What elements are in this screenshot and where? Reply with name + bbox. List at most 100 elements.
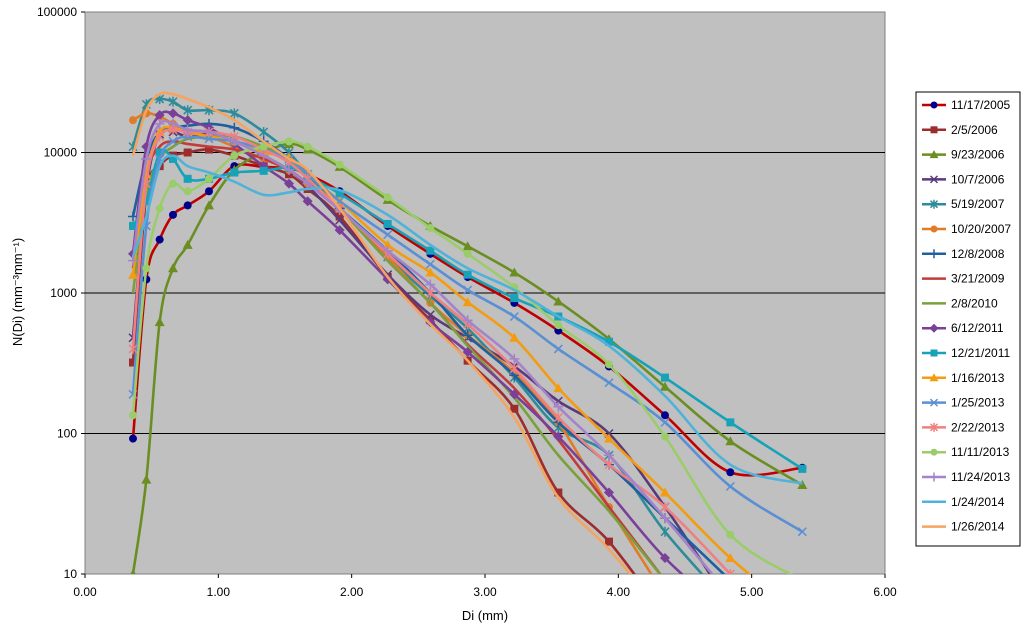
y-axis-label: N(Di) (mm⁻³mm⁻¹) (10, 238, 25, 346)
y-axis: 10 100 1000 10000 100000 (37, 5, 85, 581)
data-point (725, 481, 735, 491)
legend-label: 6/12/2011 (951, 321, 1004, 335)
legend-label: 1/26/2014 (951, 520, 1005, 534)
data-point (509, 312, 519, 322)
y-tick-label: 100 (57, 427, 77, 441)
data-point (929, 472, 939, 482)
legend-item: 11/24/2013 (922, 470, 1010, 484)
data-point (661, 373, 669, 382)
data-point (141, 153, 152, 164)
data-point (661, 432, 669, 441)
data-point (660, 381, 670, 391)
data-point (660, 417, 670, 427)
legend-label: 10/20/2007 (951, 222, 1011, 236)
data-point (284, 165, 294, 176)
data-point (661, 592, 669, 600)
data-point (204, 126, 214, 137)
series-1-26-2014 (131, 91, 632, 574)
series-line (131, 154, 803, 485)
data-point (183, 105, 193, 116)
data-point (604, 378, 614, 388)
data-point (660, 513, 670, 524)
data-point (661, 612, 669, 620)
legend-item: 12/8/2008 (922, 247, 1005, 261)
data-point (797, 479, 808, 489)
data-point (463, 270, 472, 279)
data-point (463, 249, 472, 258)
data-point (605, 537, 613, 546)
data-point (142, 264, 151, 273)
data-point (204, 134, 214, 144)
data-point (155, 235, 164, 244)
data-point (604, 433, 614, 443)
data-point (183, 174, 192, 183)
legend-label: 12/8/2008 (951, 247, 1005, 261)
data-point (168, 136, 178, 146)
data-point (205, 174, 213, 183)
data-point (553, 344, 563, 354)
legend-item: 2/8/2010 (922, 296, 998, 310)
data-point (726, 468, 735, 477)
legend-item: 1/24/2014 (922, 495, 1005, 509)
legend-label: 9/23/2006 (951, 148, 1005, 162)
data-point (553, 383, 564, 393)
data-point (142, 197, 151, 206)
data-point (382, 239, 393, 249)
legend-label: 2/5/2006 (951, 123, 998, 137)
data-point (259, 142, 268, 151)
y-tick-label: 100000 (37, 5, 77, 19)
x-tick-label: 3.00 (473, 585, 497, 599)
legend-label: 1/16/2013 (951, 371, 1005, 385)
data-point (259, 166, 268, 175)
data-point (929, 199, 939, 209)
data-point (230, 168, 239, 177)
series-layer (128, 91, 808, 621)
x-axis-label: Di (mm) (462, 608, 508, 623)
data-point (129, 116, 137, 125)
data-point (229, 122, 240, 133)
data-point (797, 611, 807, 620)
data-point (335, 215, 345, 225)
data-point (229, 136, 240, 147)
data-point (660, 552, 670, 563)
data-point (335, 189, 344, 198)
data-point (509, 267, 520, 277)
data-point (425, 288, 435, 298)
data-point (725, 552, 736, 562)
data-point (154, 317, 165, 327)
data-point (554, 321, 563, 330)
legend-label: 2/8/2010 (951, 296, 998, 310)
legend-label: 12/21/2011 (951, 346, 1010, 360)
legend-item: 1/25/2013 (922, 396, 1005, 410)
data-point (168, 263, 178, 273)
x-tick-label: 4.00 (607, 585, 631, 599)
data-point (553, 401, 564, 412)
data-point (168, 96, 178, 107)
data-point (129, 411, 137, 420)
data-point (285, 137, 293, 146)
x-tick-label: 0.00 (73, 585, 97, 599)
data-point (929, 398, 939, 407)
data-point (929, 150, 939, 159)
data-point (229, 108, 239, 119)
data-point (930, 126, 938, 134)
data-point (929, 373, 939, 382)
x-axis: 0.00 1.00 2.00 3.00 4.00 5.00 6.00 (73, 574, 897, 599)
data-point (462, 315, 473, 326)
data-point (335, 212, 344, 221)
data-point (426, 246, 435, 255)
data-point (155, 148, 164, 157)
data-point (661, 411, 669, 420)
data-point (510, 294, 519, 303)
data-point (553, 412, 563, 423)
data-point (154, 118, 165, 129)
data-point (930, 349, 938, 357)
data-point (553, 431, 564, 442)
data-point (725, 436, 736, 446)
data-point (725, 611, 735, 621)
legend-label: 11/11/2013 (951, 445, 1010, 459)
data-point (726, 418, 735, 427)
data-point (382, 245, 393, 256)
data-point (182, 115, 193, 126)
data-point (425, 310, 435, 320)
